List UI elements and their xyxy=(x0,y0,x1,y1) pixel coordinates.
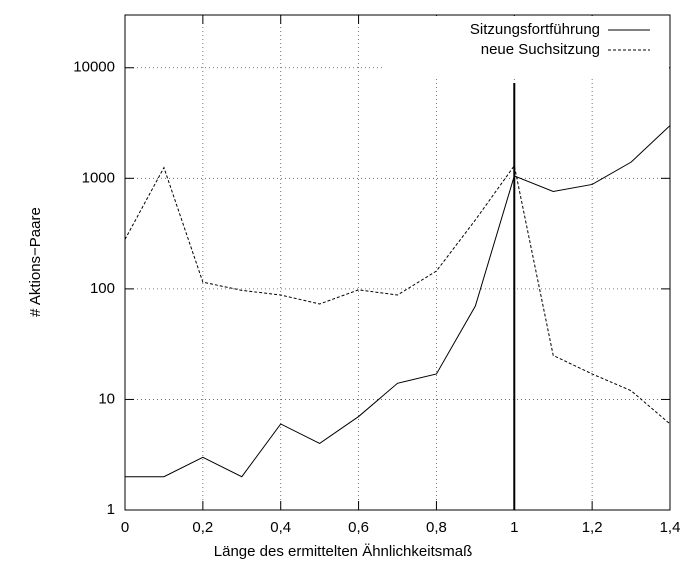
x-axis-label: Länge des ermittelten Ähnlichkeitsmaß xyxy=(214,543,472,560)
y-tick-label: 10000 xyxy=(73,59,115,76)
x-tick-label: 1,4 xyxy=(660,519,681,536)
legend-label: neue Suchsitzung xyxy=(481,41,600,58)
y-tick-label: 100 xyxy=(90,280,115,297)
x-tick-label: 0,2 xyxy=(192,519,213,536)
x-tick-label: 0,4 xyxy=(270,519,291,536)
y-axis-label: # Aktions−Paare xyxy=(27,207,44,317)
x-tick-label: 1 xyxy=(510,519,518,536)
y-tick-label: 1 xyxy=(107,501,115,518)
plot-frame xyxy=(124,14,671,511)
x-tick-label: 0 xyxy=(121,519,129,536)
x-tick-label: 0,6 xyxy=(348,519,369,536)
legend-label: Sitzungsfortführung xyxy=(470,21,600,38)
x-tick-label: 0,8 xyxy=(426,519,447,536)
data-line xyxy=(125,125,671,478)
data-line xyxy=(124,164,671,425)
y-tick-label: 1000 xyxy=(82,169,115,186)
y-tick-label: 10 xyxy=(98,390,115,407)
legend-background xyxy=(385,16,669,78)
x-tick-label: 1,2 xyxy=(582,519,603,536)
